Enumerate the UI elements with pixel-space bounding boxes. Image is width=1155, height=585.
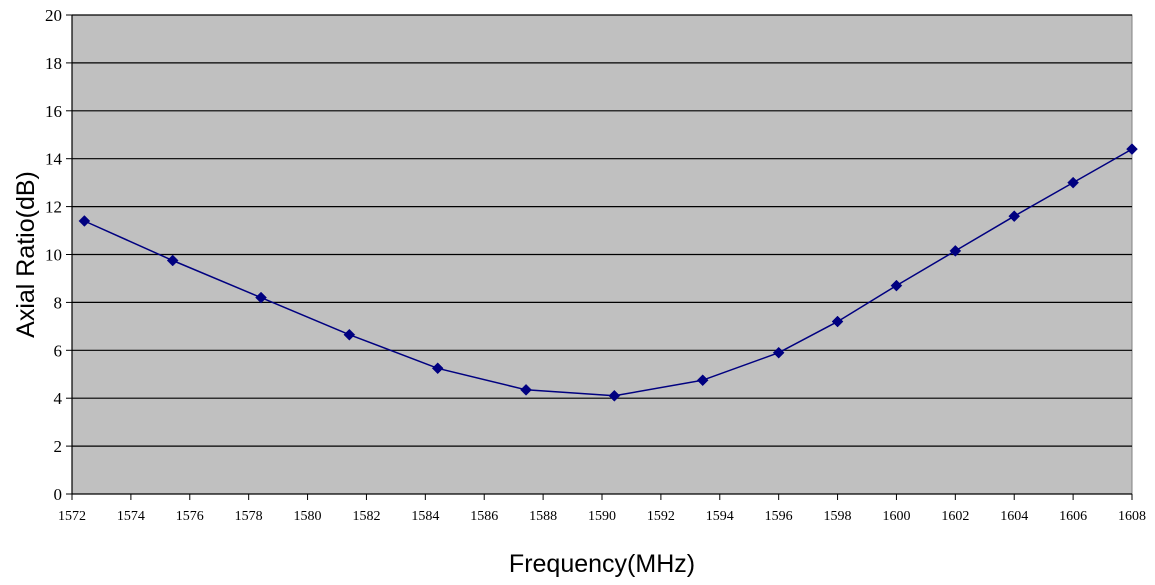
x-tick-label: 1604: [1000, 509, 1028, 524]
x-axis-ticks: 1572 1574 1576 1578 1580 1582 1584 1586 1588 1590…: [58, 494, 1146, 524]
x-tick-label: 1588: [529, 509, 557, 524]
x-tick-label: 1590: [588, 509, 616, 524]
data-point-marker: [608, 389, 621, 402]
x-tick-label: 1596: [765, 509, 793, 524]
x-tick-label: 1582: [352, 509, 380, 524]
x-tick-label: 1586: [470, 509, 498, 524]
data-point-marker: [1067, 176, 1079, 189]
data-point-marker: [1126, 143, 1138, 155]
y-tick-label: 2: [54, 437, 63, 456]
data-point-marker: [772, 346, 785, 359]
x-tick-label: 1600: [882, 509, 910, 524]
y-tick-label: 12: [45, 198, 62, 217]
y-axis-title: Axial Ratio(dB): [12, 171, 40, 338]
x-tick-label: 1574: [117, 509, 145, 524]
gridlines: [72, 14, 1132, 447]
data-point-marker: [949, 245, 962, 257]
x-tick-label: 1592: [647, 509, 675, 524]
series-group: [78, 143, 1138, 402]
data-point-marker: [78, 215, 91, 227]
x-tick-label: 1606: [1059, 509, 1087, 524]
x-axis-title: Frequency(MHz): [509, 550, 695, 578]
y-tick-label: 18: [45, 54, 62, 73]
y-tick-label: 10: [45, 246, 62, 265]
data-point-marker: [255, 291, 267, 304]
y-tick-label: 6: [54, 341, 63, 360]
data-point-marker: [520, 383, 532, 396]
data-point-marker: [890, 279, 903, 292]
y-tick-label: 20: [45, 6, 62, 25]
y-tick-label: 8: [54, 293, 63, 312]
y-axis-ticks: 0 2 4 6 8 10 12 14 16 18 20: [45, 6, 72, 504]
data-point-marker: [696, 374, 709, 387]
data-point-marker: [431, 362, 444, 375]
data-point-marker: [343, 328, 356, 341]
data-point-marker: [831, 315, 844, 328]
x-tick-label: 1572: [58, 509, 86, 524]
y-tick-label: 4: [54, 389, 63, 408]
x-tick-label: 1576: [176, 509, 204, 524]
x-tick-label: 1594: [706, 509, 734, 524]
data-point-marker: [166, 254, 179, 267]
x-tick-label: 1598: [824, 509, 852, 524]
y-tick-label: 14: [45, 150, 63, 169]
x-tick-label: 1580: [294, 509, 322, 524]
y-tick-label: 0: [54, 485, 63, 504]
y-tick-label: 16: [45, 102, 62, 121]
x-tick-label: 1608: [1118, 509, 1146, 524]
x-tick-label: 1602: [941, 509, 969, 524]
x-tick-label: 1578: [235, 509, 263, 524]
x-tick-label: 1584: [411, 509, 439, 524]
data-point-marker: [1008, 210, 1021, 223]
